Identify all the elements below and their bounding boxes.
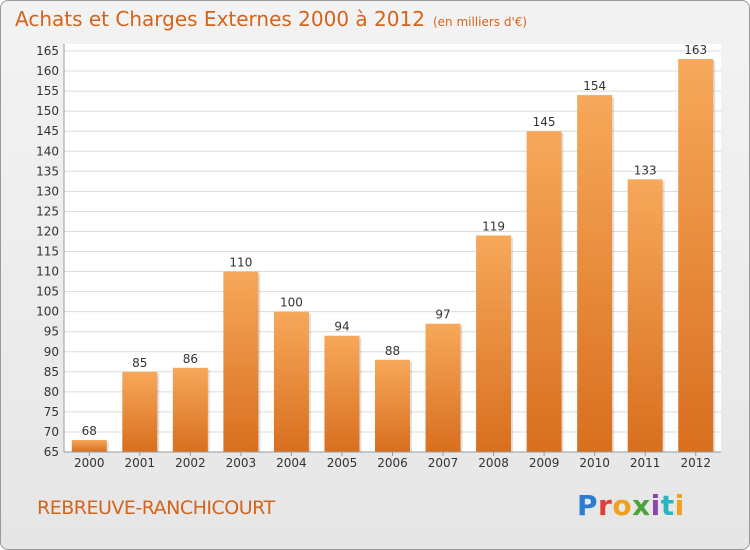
y-tick-label: 105: [36, 285, 59, 299]
bar-value-label: 145: [533, 115, 556, 129]
bar-2009: [526, 131, 562, 452]
y-tick-label: 95: [44, 325, 59, 339]
bar-2001: [122, 371, 158, 452]
y-tick-label: 85: [44, 365, 59, 379]
bar-2010: [577, 95, 613, 453]
y-tick-label: 165: [36, 44, 59, 58]
bar-value-label: 85: [132, 356, 147, 370]
y-tick-label: 125: [36, 204, 59, 218]
x-tick-label: 2002: [175, 456, 206, 470]
y-tick-label: 110: [36, 265, 59, 279]
y-axis: 65 70 75 80 85 90 95 100 105 110 115 120 125 130 135 14…: [36, 44, 65, 459]
bar-value-label: 86: [183, 352, 198, 366]
x-tick-label: 2007: [428, 456, 459, 470]
x-tick-label: 2006: [377, 456, 408, 470]
bar-2000: [71, 439, 107, 452]
y-tick-label: 70: [44, 425, 59, 439]
commune-name: REBREUVE-RANCHICOURT: [37, 497, 275, 519]
bar-2005: [324, 335, 360, 452]
x-tick-label: 2012: [680, 456, 711, 470]
x-tick-label: 2003: [226, 456, 257, 470]
bar-2012: [678, 59, 714, 453]
proxiti-logo[interactable]: Proxiti: [577, 489, 685, 522]
y-tick-label: 135: [36, 164, 59, 178]
y-tick-label: 140: [36, 144, 59, 158]
y-tick-label: 150: [36, 104, 59, 118]
y-tick-label: 160: [36, 64, 59, 78]
bars: 68 85 86 110 100 94 88 97 119 145 154 133 163: [71, 43, 716, 453]
x-tick-label: 2000: [74, 456, 105, 470]
y-tick-label: 155: [36, 84, 59, 98]
x-tick-label: 2005: [327, 456, 358, 470]
bar-value-label: 68: [82, 424, 97, 438]
bar-2003: [223, 271, 259, 452]
y-tick-label: 90: [44, 345, 59, 359]
x-tick-label: 2011: [630, 456, 661, 470]
y-tick-label: 65: [44, 445, 59, 459]
chart-unit: (en milliers d'€): [432, 15, 528, 29]
chart-title: Achats et Charges Externes 2000 à 2012 (e…: [15, 7, 527, 31]
y-tick-label: 130: [36, 184, 59, 198]
y-tick-label: 115: [36, 245, 59, 259]
bar-value-label: 94: [334, 320, 349, 334]
bar-value-label: 110: [229, 256, 252, 270]
bar-2004: [273, 311, 309, 452]
x-axis: 2000 2001 2002 2003 2004 2005 2006 2007 2008 2009…: [64, 451, 721, 470]
y-tick-label: 80: [44, 385, 59, 399]
x-tick-label: 2001: [125, 456, 156, 470]
y-tick-label: 75: [44, 405, 59, 419]
x-tick-label: 2008: [478, 456, 509, 470]
x-tick-label: 2009: [529, 456, 560, 470]
y-tick-label: 120: [36, 224, 59, 238]
bar-value-label: 154: [583, 79, 606, 93]
bar-value-label: 100: [280, 296, 303, 310]
x-tick-label: 2004: [276, 456, 307, 470]
chart-title-text: Achats et Charges Externes 2000 à 2012: [15, 7, 425, 31]
bar-2008: [476, 235, 512, 452]
x-tick-label: 2010: [579, 456, 610, 470]
bar-value-label: 119: [482, 219, 505, 233]
bar-value-label: 163: [684, 43, 707, 57]
bar-2002: [172, 367, 208, 452]
bar-2011: [627, 179, 663, 452]
bar-value-label: 133: [634, 163, 657, 177]
bar-value-label: 97: [435, 308, 450, 322]
bar-value-label: 88: [385, 344, 400, 358]
y-tick-label: 145: [36, 124, 59, 138]
bar-2006: [375, 359, 410, 452]
y-tick-label: 100: [36, 305, 59, 319]
bar-2007: [425, 323, 461, 452]
